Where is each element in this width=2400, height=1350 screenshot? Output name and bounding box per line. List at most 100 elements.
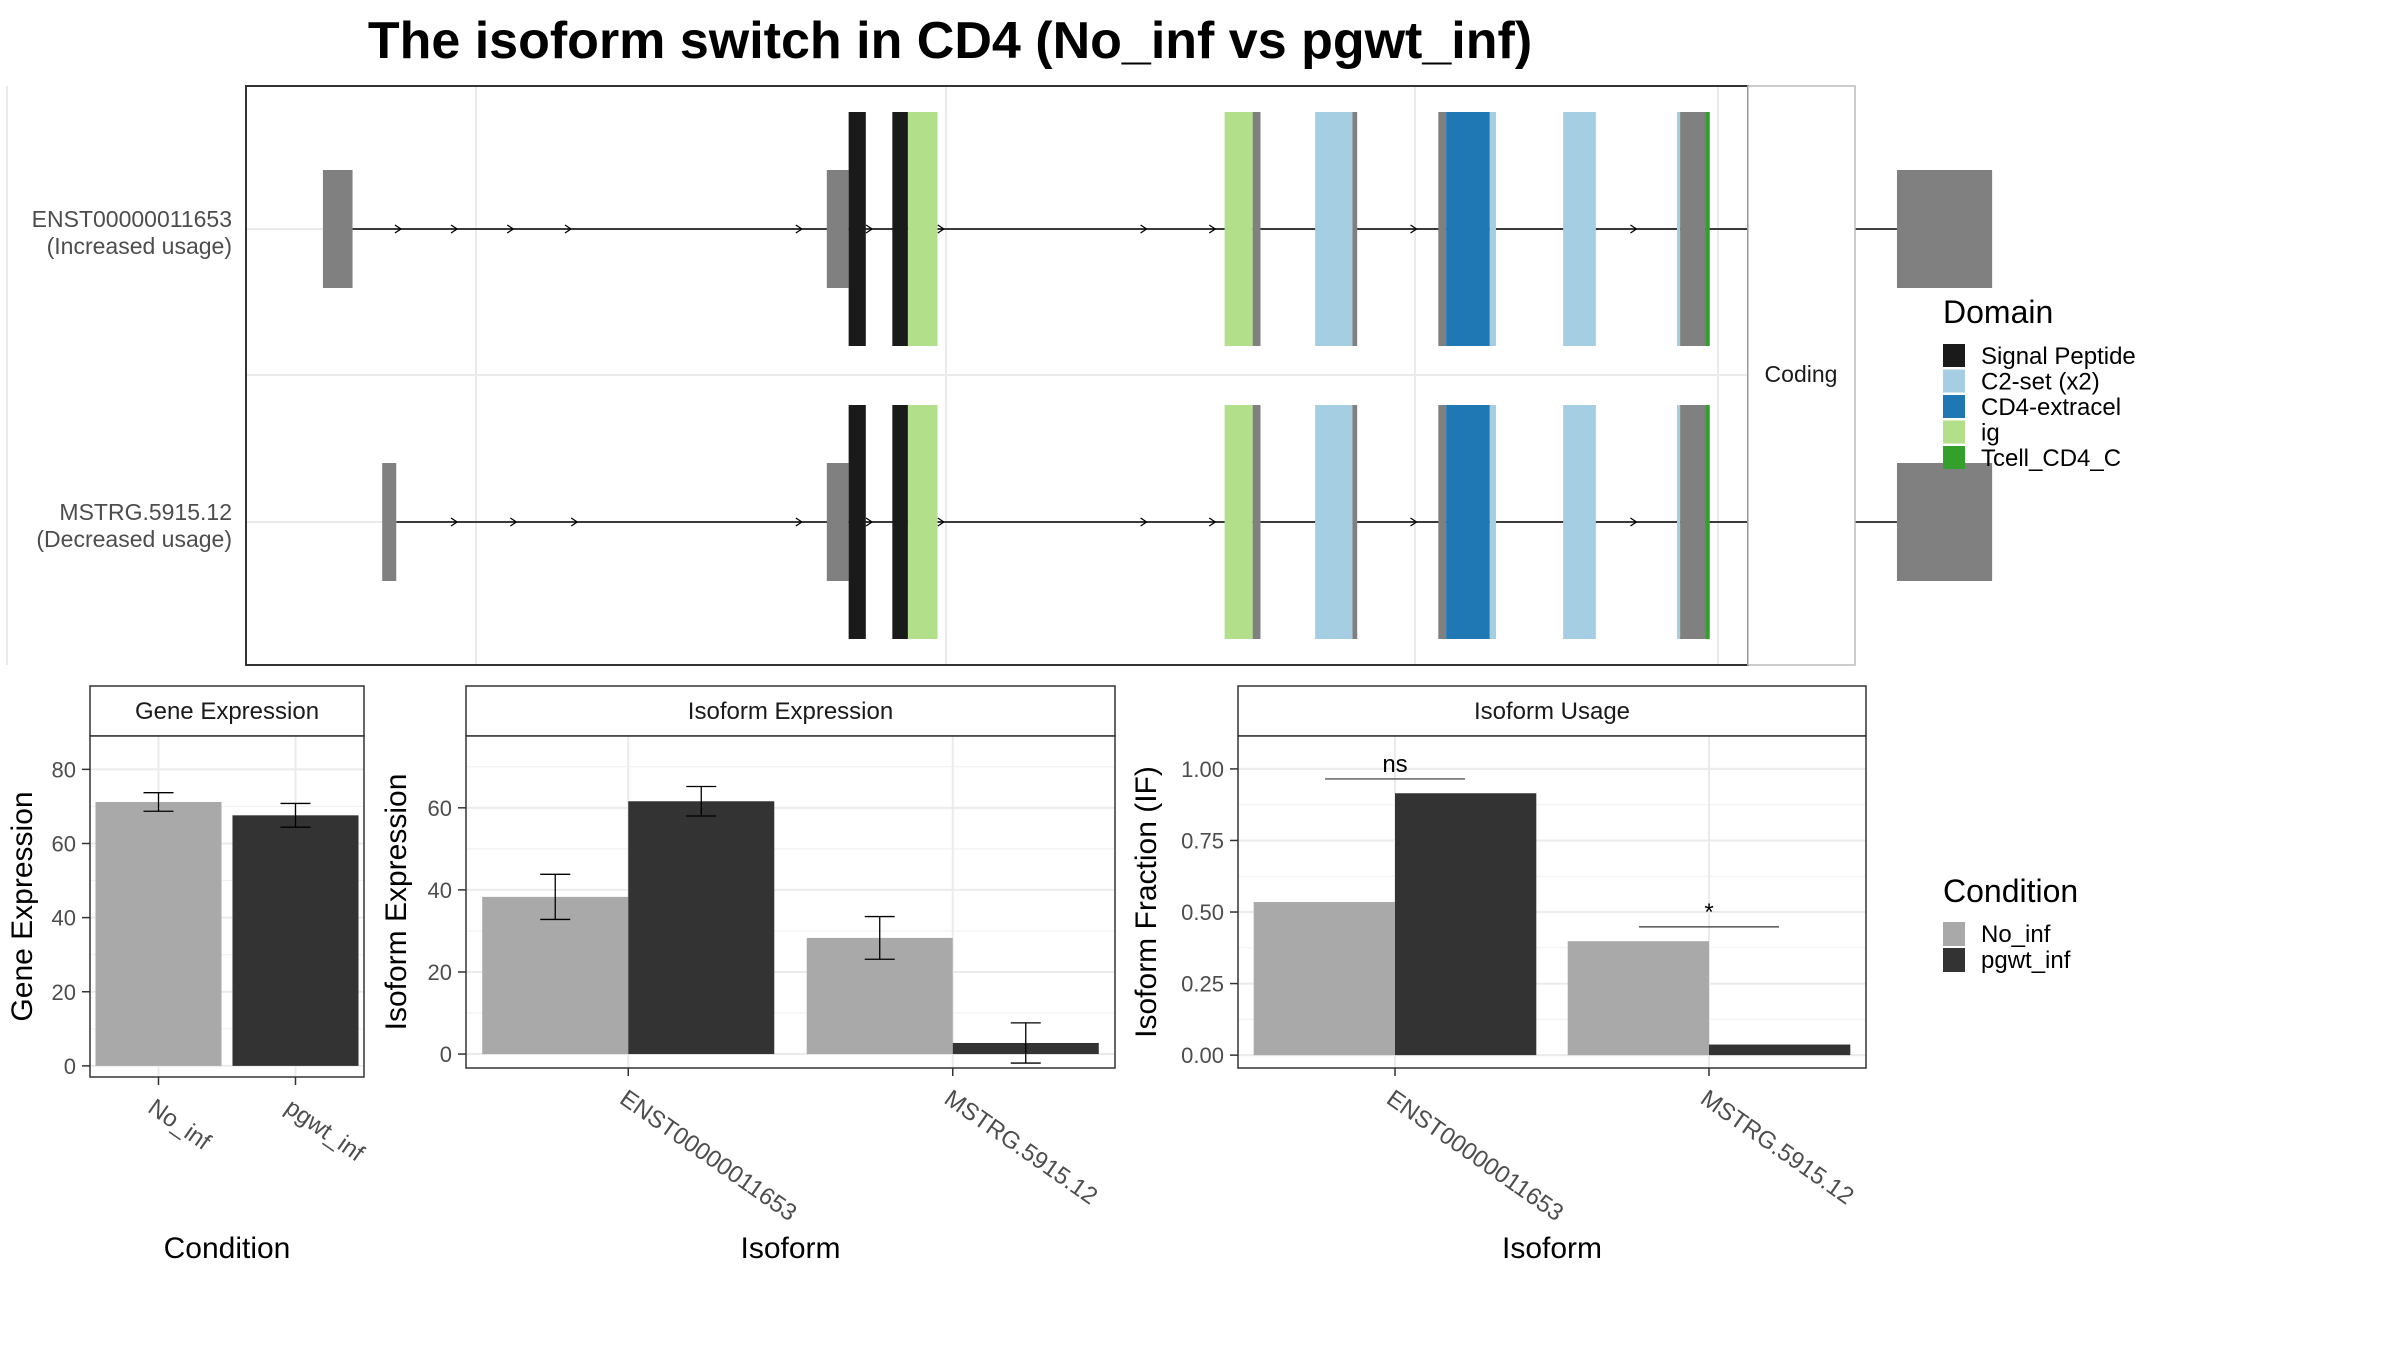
y-tick-label: 0.00	[1181, 1043, 1224, 1068]
cds-segment	[1680, 405, 1706, 639]
intron-direction-arrow	[1630, 517, 1638, 527]
intron-direction-arrow	[1208, 517, 1217, 527]
cds-segment	[1252, 112, 1261, 346]
utr-exon	[826, 463, 849, 581]
panel-border	[89, 735, 365, 1078]
y-tick-label: 20	[428, 960, 452, 985]
domain-legend-key	[1943, 369, 1965, 393]
domain-legend-key	[1943, 446, 1965, 469]
panel-strip-label: Isoform Usage	[1474, 698, 1630, 725]
cds-segment	[848, 405, 866, 639]
x-axis-label: Condition	[164, 1232, 291, 1265]
bar-mstrg-5915-12-pgwt-inf	[1709, 1044, 1851, 1056]
y-axis-label: Gene Expression	[6, 791, 39, 1021]
intron-direction-arrow	[1140, 517, 1148, 527]
domain-legend-label: Tcell_CD4_C	[1981, 445, 2121, 472]
gene-expression-panel: Gene Expression 0 20 40 60 80 No_inf pgwt_inf Co…	[6, 685, 369, 1265]
utr-exon	[826, 170, 849, 288]
y-tick-label: 0.25	[1181, 972, 1224, 997]
intron-direction-arrow	[564, 224, 573, 234]
panel-border	[465, 735, 1116, 1069]
intron-direction-arrow	[865, 224, 874, 234]
coding-facet-strip	[1747, 85, 1856, 666]
cds-segment	[1680, 112, 1706, 346]
bar-mstrg-5915-12-no-inf	[1567, 941, 1709, 1056]
x-tick-label: MSTRG.5915.12	[939, 1085, 1102, 1210]
panel-strip	[1237, 685, 1867, 737]
x-tick-label: ENST00000011653	[1382, 1085, 1569, 1227]
utr-exon	[1896, 170, 1993, 288]
utr-exon	[1896, 463, 1993, 581]
transcript-label: ENST00000011653	[32, 206, 232, 232]
transcript-usage-label: (Decreased usage)	[36, 526, 232, 552]
y-tick-label: 1.00	[1181, 757, 1224, 782]
intron-direction-arrow	[1208, 224, 1217, 234]
intron-direction-arrow	[450, 224, 459, 234]
coding-facet-label: Coding	[1765, 361, 1838, 387]
bar-pgwt-inf-pgwt-inf	[232, 815, 359, 1066]
significance-label: ns	[1382, 751, 1407, 778]
cds-segment	[1315, 405, 1353, 639]
intron-direction-arrow	[570, 517, 579, 527]
isoform-expression-panel: Isoform Expression 0 20 40 60 ENST00000011653…	[380, 685, 1116, 1265]
cds-segment	[1563, 405, 1596, 639]
y-tick-label: 40	[52, 906, 76, 931]
intron-direction-arrow	[865, 517, 874, 527]
cds-segment	[1677, 112, 1681, 346]
intron-direction-arrow	[1410, 224, 1418, 234]
cds-segment	[1438, 112, 1447, 346]
y-tick-label: 40	[428, 878, 452, 903]
transcript-ENST00000011653	[322, 112, 1993, 346]
intron-direction-arrow	[937, 224, 945, 234]
cds-segment	[1352, 112, 1358, 346]
intron-direction-arrow	[1630, 224, 1638, 234]
condition-legend-label: pgwt_inf	[1981, 947, 2071, 974]
domain-legend-label: ig	[1981, 420, 2000, 447]
cds-segment	[1705, 405, 1710, 639]
transcript-usage-label: (Increased usage)	[47, 233, 232, 259]
cds-segment	[848, 112, 866, 346]
cds-segment	[1438, 405, 1447, 639]
domain-legend-label: CD4-extracel	[1981, 394, 2121, 421]
condition-legend-key	[1943, 948, 1965, 972]
y-tick-label: 0	[440, 1042, 452, 1067]
intron-direction-arrow	[1410, 517, 1418, 527]
x-tick-label: ENST00000011653	[615, 1085, 802, 1227]
cds-segment	[892, 112, 908, 346]
panel-strip	[89, 685, 365, 737]
y-tick-label: 20	[52, 980, 76, 1005]
cds-segment	[1224, 405, 1253, 639]
domain-legend-key	[1943, 395, 1965, 418]
cds-segment	[1352, 405, 1358, 639]
x-axis-label: Isoform	[740, 1232, 840, 1265]
cds-segment	[1446, 112, 1490, 346]
cds-segment	[1489, 405, 1497, 639]
panel-strip-label: Isoform Expression	[688, 698, 893, 725]
panel-strip-label: Gene Expression	[135, 698, 319, 725]
utr-exon	[322, 170, 353, 288]
domain-legend-title: Domain	[1943, 294, 2053, 330]
cds-segment	[1705, 112, 1710, 346]
domain-legend-key	[1943, 420, 1965, 444]
intron-direction-arrow	[394, 224, 403, 234]
domain-legend-key	[1943, 344, 1965, 367]
x-tick-label: pgwt_inf	[280, 1094, 369, 1168]
condition-legend-title: Condition	[1943, 873, 2078, 909]
cds-segment	[1489, 112, 1497, 346]
utr-exon	[382, 463, 397, 581]
isoform-structure-panel: ENST00000011653(Increased usage) MSTRG.59…	[6, 85, 1993, 666]
x-tick-label: No_inf	[143, 1094, 216, 1156]
significance-label: *	[1704, 899, 1713, 926]
figure-title: The isoform switch in CD4 (No_inf vs pgw…	[368, 12, 1532, 70]
cds-segment	[1315, 112, 1353, 346]
condition-legend-label: No_inf	[1981, 921, 2051, 948]
transcript-label: MSTRG.5915.12	[59, 499, 232, 525]
y-tick-label: 60	[52, 831, 76, 856]
isoform-usage-panel: Isoform Usage 0.00 0.25 0.50 0.75 1.00 ENST000…	[1130, 685, 1867, 1265]
y-axis-label: Isoform Fraction (IF)	[1130, 766, 1163, 1038]
intron-direction-arrow	[506, 224, 515, 234]
y-tick-label: 0	[64, 1054, 76, 1079]
